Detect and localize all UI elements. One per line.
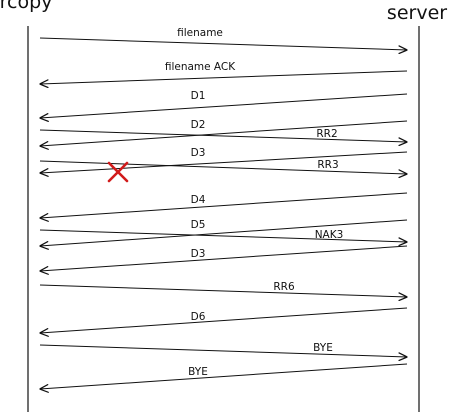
message-arrow xyxy=(39,284,407,297)
message-label: D4 xyxy=(191,194,206,206)
message-filename-ack-server-to-client: filename ACK xyxy=(40,61,408,84)
message-d6-server-to-client: D6 xyxy=(40,307,408,333)
message-label: D6 xyxy=(191,311,206,323)
message-arrow xyxy=(40,93,408,118)
message-bye-server-to-client: BYE xyxy=(40,363,408,389)
message-label: RR3 xyxy=(317,159,338,171)
message-rr3-client-to-server: RR3 xyxy=(39,159,407,174)
message-arrow xyxy=(40,219,408,246)
message-label: BYE xyxy=(188,366,208,378)
message-nak3-client-to-server: NAK3 xyxy=(39,229,407,242)
message-d4-server-to-client: D4 xyxy=(40,192,408,218)
message-arrow xyxy=(40,120,408,146)
message-d3-server-to-client: D3 xyxy=(40,245,408,271)
message-label: D3 xyxy=(191,147,206,159)
message-label: D2 xyxy=(191,119,206,131)
message-d3-server-to-client: D3 xyxy=(40,147,408,173)
message-arrow xyxy=(39,344,407,357)
message-arrow xyxy=(39,160,407,174)
message-label: RR6 xyxy=(273,281,295,293)
message-label: RR2 xyxy=(316,128,337,140)
message-d1-server-to-client: D1 xyxy=(40,90,408,118)
message-arrow xyxy=(40,192,408,218)
message-label: filename ACK xyxy=(165,61,236,73)
message-filename-client-to-server: filename xyxy=(39,27,407,50)
message-list: filename filename ACK D1 D2 RR2 D3 RR3 D4 D5 NAK3… xyxy=(40,27,407,389)
message-label: D1 xyxy=(191,90,206,102)
message-d5-server-to-client: D5 xyxy=(40,219,408,246)
message-label: D5 xyxy=(191,219,206,231)
message-label: D3 xyxy=(191,248,206,260)
message-label: filename xyxy=(177,27,223,39)
message-arrow xyxy=(40,363,408,389)
server-label: server xyxy=(387,2,447,24)
message-arrow xyxy=(39,37,407,50)
message-label: NAK3 xyxy=(315,229,344,241)
message-d2-server-to-client: D2 xyxy=(40,119,408,146)
message-arrow xyxy=(39,129,407,142)
message-arrow xyxy=(40,70,408,84)
message-rr2-client-to-server: RR2 xyxy=(39,128,407,142)
message-bye-client-to-server: BYE xyxy=(39,342,407,357)
client-label: rcopy xyxy=(0,0,52,13)
message-arrow xyxy=(40,307,408,333)
message-arrow xyxy=(40,151,408,173)
message-arrow xyxy=(39,229,407,242)
message-rr6-client-to-server: RR6 xyxy=(39,281,407,297)
message-label: BYE xyxy=(313,342,333,354)
message-arrow xyxy=(40,245,408,271)
cross-icon xyxy=(107,161,129,183)
